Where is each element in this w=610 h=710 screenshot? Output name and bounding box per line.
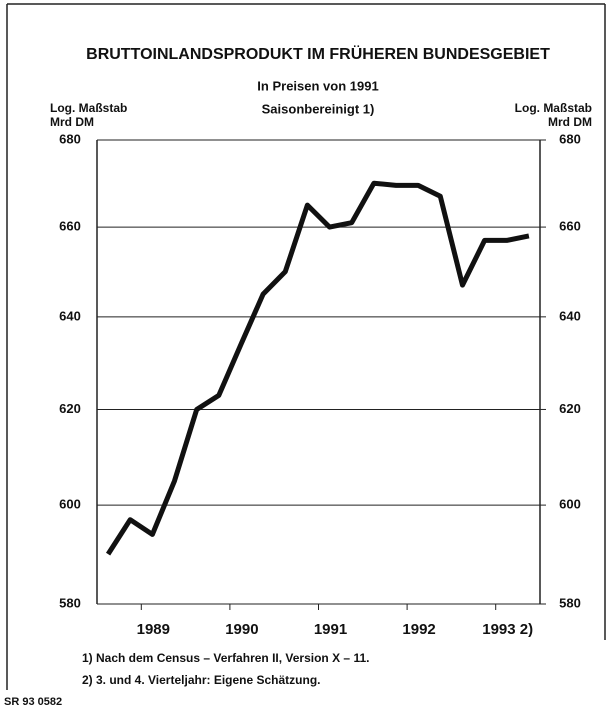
y-tick-label: 620	[59, 401, 81, 416]
y2-axis-label: Log. Maßstab	[515, 101, 592, 115]
y2-tick-label: 600	[559, 497, 581, 512]
y-axis-label: Mrd DM	[50, 115, 94, 129]
footnote: 1) Nach dem Census – Verfahren II, Versi…	[82, 651, 369, 665]
y-tick-label: 580	[59, 595, 81, 610]
source: SR 93 0582	[4, 696, 62, 708]
y2-axis-label: Mrd DM	[548, 115, 592, 129]
y-tick-label: 640	[59, 308, 81, 323]
y2-tick-label: 660	[559, 219, 581, 234]
y-tick-label: 680	[59, 131, 81, 146]
x-tick-label: 1991	[314, 621, 347, 638]
y-tick-label: 600	[59, 497, 81, 512]
chart-subtitle: In Preisen von 1991	[257, 78, 378, 93]
x-tick-label: 1993 2)	[482, 621, 533, 638]
x-tick-label: 1992	[402, 621, 435, 638]
footnote: 2) 3. und 4. Vierteljahr: Eigene Schätzu…	[82, 673, 321, 687]
y2-tick-label: 640	[559, 308, 581, 323]
y-axis-label: Log. Maßstab	[50, 101, 127, 115]
x-tick-label: 1989	[137, 621, 170, 638]
x-tick-label: 1990	[225, 621, 258, 638]
y2-tick-label: 620	[559, 401, 581, 416]
y2-tick-label: 680	[559, 131, 581, 146]
y2-tick-label: 580	[559, 595, 581, 610]
y-tick-label: 660	[59, 219, 81, 234]
data-line	[105, 180, 530, 556]
chart-subtitle: Saisonbereinigt 1)	[262, 101, 375, 116]
chart-title: BRUTTOINLANDSPRODUKT IM FRÜHEREN BUNDESG…	[86, 44, 550, 63]
